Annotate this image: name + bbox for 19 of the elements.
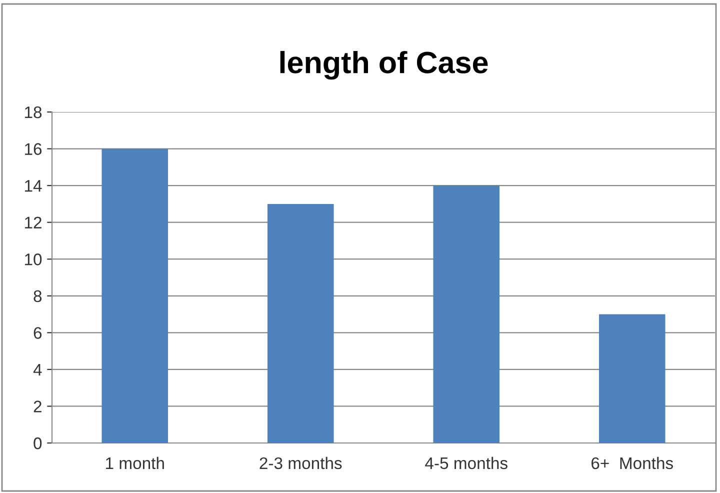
y-tick-label: 0 xyxy=(34,437,42,450)
y-tick-label: 18 xyxy=(25,106,42,118)
bar xyxy=(102,148,168,443)
x-tick-label: 2-3 months xyxy=(260,456,342,470)
x-tick-label: 1 month xyxy=(106,456,164,470)
y-tick-label: 12 xyxy=(25,216,42,228)
y-tick-label: 4 xyxy=(33,364,42,376)
chart-title: length of Case xyxy=(280,50,488,80)
y-tick-label: 8 xyxy=(34,290,42,302)
bar xyxy=(598,314,666,443)
y-tick-label: 2 xyxy=(34,400,42,412)
y-tick-label: 10 xyxy=(25,254,42,266)
bar xyxy=(267,204,334,443)
y-tick-label: 16 xyxy=(25,143,42,155)
y-tick-label: 6 xyxy=(34,327,42,339)
y-tick-label: 14 xyxy=(25,180,42,192)
x-tick-label: 4-5 months xyxy=(425,456,508,470)
x-tick-label: 6+ Months xyxy=(592,456,673,470)
bar xyxy=(433,186,500,443)
